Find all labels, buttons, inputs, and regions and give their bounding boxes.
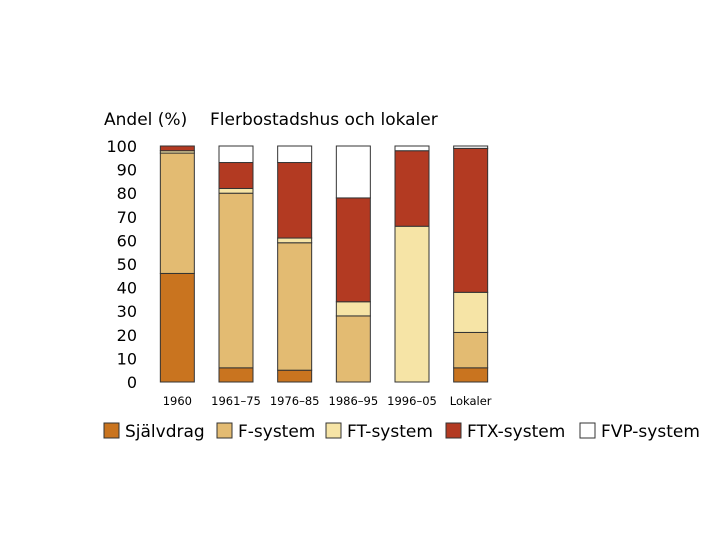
bar-segment [453,331,489,369]
legend-swatch [579,422,596,439]
bar-segment [218,192,254,369]
x-tick-label: Lokaler [450,394,492,408]
bar-segment [218,145,254,164]
y-tick-label: 60 [117,231,137,250]
bar-segment [394,150,430,227]
y-tick-label: 90 [117,161,137,180]
bar-segment [277,237,313,244]
bar-segment [277,242,313,371]
legend-label: F-system [238,422,315,442]
bar-segment [218,187,254,194]
x-tick-label: 1960 [163,394,192,408]
bar-segment [277,162,313,239]
legend-label: FVP-system [601,422,700,442]
bar-segment [277,369,313,383]
legend-label: FT-system [347,422,433,442]
bar-segment [453,291,489,333]
chart-title: Flerbostadshus och lokaler [210,110,438,130]
y-tick-label: 50 [117,255,137,274]
x-tick-label: 1976–85 [270,394,320,408]
bar-segment [218,367,254,383]
x-tick-label: 1986–95 [329,394,379,408]
x-axis-labels: 1960 1961–75 1976–85 1986–95 1996–05 Lokaler [163,394,492,408]
legend-label: Självdrag [125,422,205,442]
y-axis-ticks: 0 10 20 30 40 50 60 70 80 90 100 [106,137,137,392]
bar-segment [453,145,489,149]
y-tick-label: 100 [106,137,137,156]
y-tick-label: 20 [117,326,137,345]
bar-segment [453,147,489,293]
legend-swatch [216,422,233,439]
y-tick-label: 0 [127,373,137,392]
bar-segment [159,152,195,274]
legend-swatch [325,422,342,439]
bars [159,145,489,383]
bar-segment [394,145,430,152]
y-tick-label: 10 [117,349,137,368]
legend-label: FTX-system [467,422,565,442]
bar-segment [159,272,195,383]
x-tick-label: 1961–75 [211,394,261,408]
legend: Självdrag F-system FT-system FTX-system FVP-… [103,422,700,442]
y-tick-label: 80 [117,184,137,203]
bar-segment [218,162,254,189]
bar-segment [335,197,371,303]
legend-swatch [103,422,120,439]
y-tick-label: 40 [117,279,137,298]
bar-segment [335,301,371,317]
bar-segment [335,145,371,199]
y-tick-label: 70 [117,208,137,227]
bar-segment [159,145,195,152]
bar-segment [394,225,430,383]
bar-segment [335,315,371,383]
x-tick-label: 1996–05 [387,394,437,408]
bar-segment [453,367,489,383]
y-tick-label: 30 [117,302,137,321]
y-axis-label: Andel (%) [104,110,187,130]
bar-segment [277,145,313,164]
legend-swatch [445,422,462,439]
